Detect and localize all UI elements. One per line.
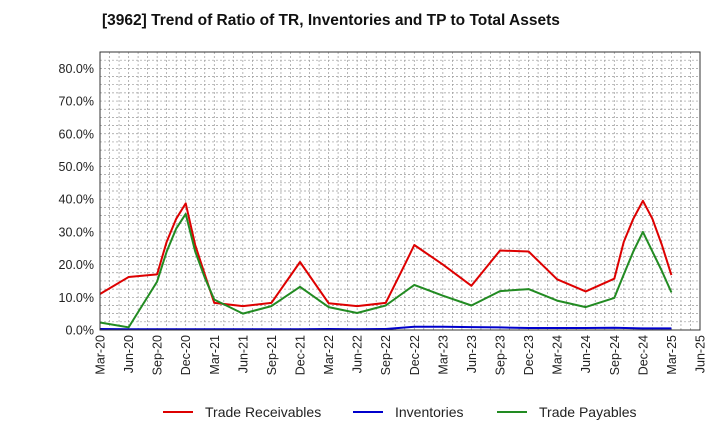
- y-tick-label: 60.0%: [59, 127, 94, 141]
- grid-layer: [99, 51, 701, 331]
- x-tick-label: Jun-22: [351, 335, 365, 373]
- x-tick-label: Mar-24: [551, 335, 565, 375]
- x-tick-label: Sep-24: [608, 335, 622, 375]
- y-tick-label: 80.0%: [59, 62, 94, 76]
- x-tick-label: Mar-22: [322, 335, 336, 375]
- y-tick-label: 70.0%: [59, 95, 94, 109]
- x-tick-label: Sep-23: [494, 335, 508, 375]
- legend-label-trade-receivables: Trade Receivables: [205, 404, 322, 420]
- plot-border: [99, 51, 701, 331]
- y-tick-label: 50.0%: [59, 160, 94, 174]
- x-tick-label: Dec-20: [179, 335, 193, 375]
- chart-title: [3962] Trend of Ratio of TR, Inventories…: [102, 12, 560, 29]
- y-tick-label: 0.0%: [66, 324, 95, 338]
- series-line-trade-payables: [99, 212, 673, 329]
- x-tick-label: Jun-21: [236, 335, 250, 373]
- x-tick-label: Jun-24: [579, 335, 593, 373]
- x-tick-label: Jun-23: [465, 335, 479, 373]
- x-tick-label: Dec-23: [522, 335, 536, 375]
- y-tick-label: 20.0%: [59, 258, 94, 272]
- x-tick-label: Jun-20: [122, 335, 136, 373]
- legend-item-trade-receivables: Trade Receivables: [163, 404, 321, 420]
- x-tick-label: Mar-21: [208, 335, 222, 375]
- axis-layer: 0.0% 10.0% 20.0% 30.0% 40.0% 50.0% 60.0% 70.0% 8…: [59, 51, 708, 375]
- x-tick-label: Sep-22: [379, 335, 393, 375]
- legend-label-inventories: Inventories: [395, 404, 464, 420]
- legend-item-trade-payables: Trade Payables: [497, 404, 637, 420]
- x-tick-label: Mar-25: [665, 335, 679, 375]
- x-tick-label: Dec-22: [408, 335, 422, 375]
- legend-swatch-inventories: [353, 411, 383, 413]
- x-tick-label: Jun-25: [694, 335, 708, 373]
- series-line-trade-receivables: [99, 199, 673, 308]
- x-tick-label: Sep-20: [151, 335, 165, 375]
- y-tick-label: 10.0%: [59, 291, 94, 305]
- x-tick-label: Dec-21: [294, 335, 308, 375]
- y-tick-label: 40.0%: [59, 193, 94, 207]
- legend-item-inventories: Inventories: [353, 404, 463, 420]
- x-tick-label: Sep-21: [265, 335, 279, 375]
- x-tick-label: Mar-23: [436, 335, 450, 375]
- legend-label-trade-payables: Trade Payables: [539, 404, 637, 420]
- series-line-inventories: [99, 325, 672, 331]
- series-layer: [99, 199, 673, 331]
- legend-swatch-trade-receivables: [163, 411, 193, 413]
- y-tick-label: 30.0%: [59, 225, 94, 239]
- x-tick-label: Dec-24: [636, 335, 650, 375]
- legend-swatch-trade-payables: [497, 411, 527, 413]
- legend: Trade Receivables Inventories Trade Paya…: [0, 404, 720, 426]
- x-tick-label: Mar-20: [94, 335, 108, 375]
